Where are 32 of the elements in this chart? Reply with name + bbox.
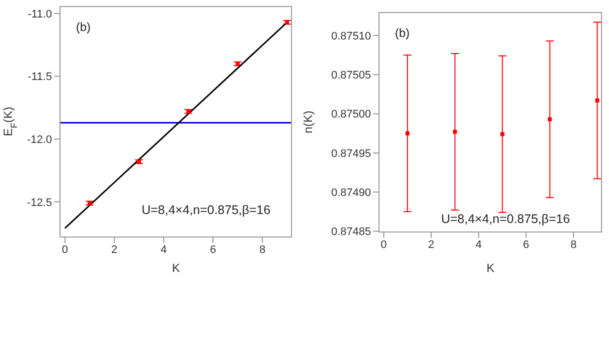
x-axis-title: K <box>172 261 180 275</box>
y-tick-label: -11.0 <box>28 8 52 20</box>
y-tick-label: 0.87495 <box>331 148 371 160</box>
x-tick-label: 6 <box>210 244 216 256</box>
y-tick-label: 0.87485 <box>331 226 371 238</box>
y-tick-label: -12.0 <box>26 134 52 146</box>
y-tick-label: 0.87510 <box>331 30 371 42</box>
x-tick-label: 0 <box>380 238 387 251</box>
annotation: (b) <box>76 20 91 34</box>
y-tick-label: 0.87490 <box>331 186 371 199</box>
x-tick-label: 6 <box>523 238 530 251</box>
point <box>452 130 457 134</box>
y-tick-label: 0.87500 <box>331 108 371 121</box>
annotation: U=8,4×4,n=0.875,β=16 <box>140 203 272 217</box>
annotation: U=8,4×4,n=0.875,β=16 <box>440 212 571 226</box>
x-tick-label: 0 <box>62 244 68 256</box>
point <box>500 132 504 136</box>
y-tick-label: 0.87505 <box>331 70 371 82</box>
y-tick-label: -11.5 <box>28 71 52 84</box>
y-axis-title: n(K) <box>301 110 315 134</box>
x-tick-label: 2 <box>111 244 118 256</box>
annotation: (b) <box>395 26 410 40</box>
x-tick-label: 4 <box>476 238 482 251</box>
x-axis-title: K <box>486 261 495 275</box>
y-tick-label: -12.5 <box>26 196 52 209</box>
x-tick-label: 2 <box>428 238 434 251</box>
point <box>405 131 410 136</box>
point <box>548 117 552 122</box>
point <box>595 98 600 102</box>
x-tick-label: 8 <box>259 244 266 256</box>
x-tick-label: 8 <box>570 238 577 251</box>
x-tick-label: 4 <box>160 244 167 256</box>
